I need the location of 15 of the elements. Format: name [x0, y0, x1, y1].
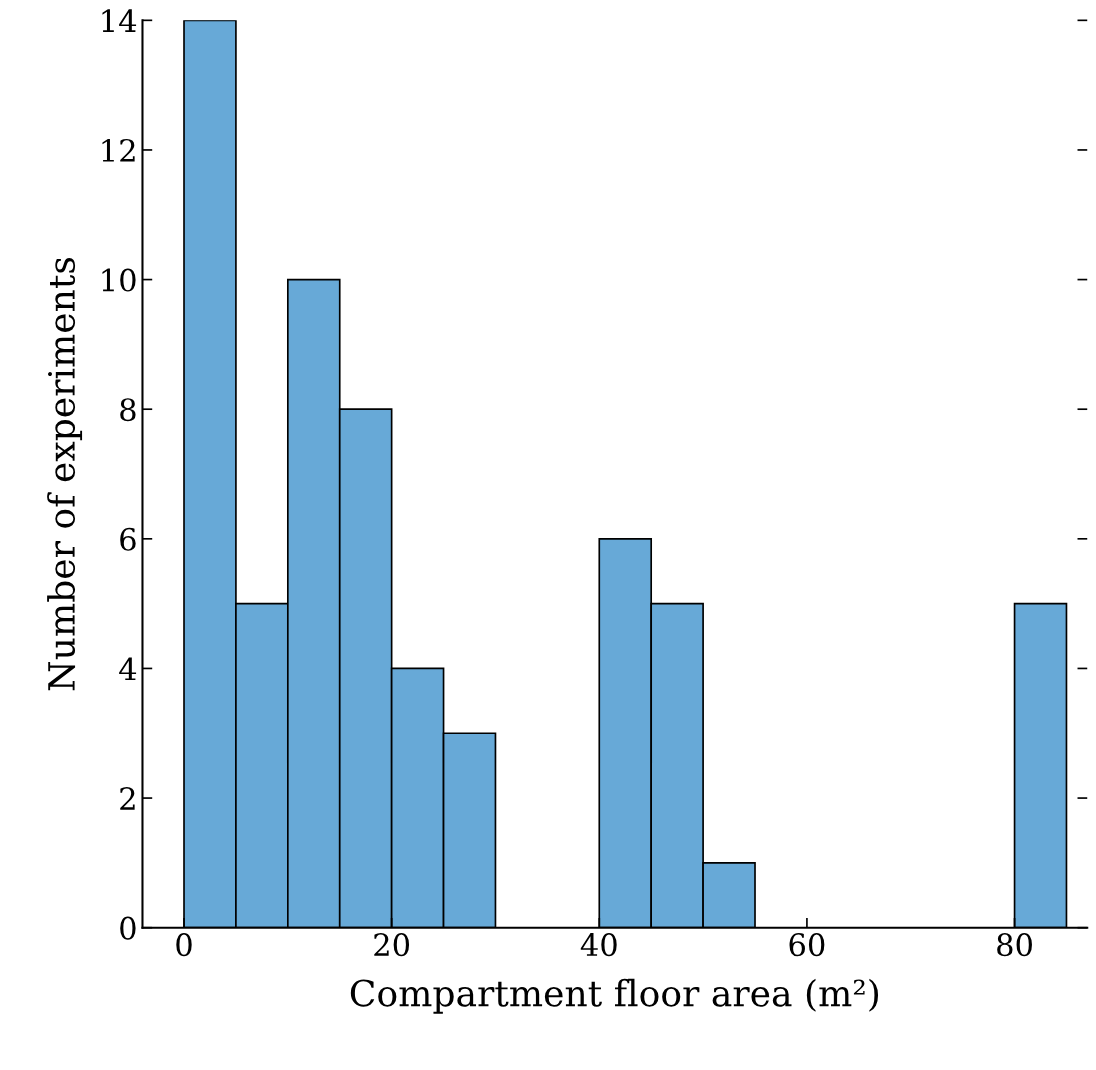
x-tick-label: 20 — [374, 933, 410, 957]
x-tick-label: 0 — [176, 933, 192, 957]
y-tick-label: 2 — [120, 787, 135, 810]
x-tick-label: 60 — [789, 933, 825, 957]
x-axis-title: Compartment floor area (m²) — [350, 978, 879, 1014]
y-tick-label: 12 — [102, 138, 135, 162]
x-tick-label: 40 — [580, 933, 617, 957]
x-tick-label: 80 — [997, 933, 1032, 957]
y-tick-label: 8 — [120, 398, 136, 422]
y-tick-label: 4 — [119, 657, 137, 681]
y-tick-label: 0 — [120, 916, 136, 940]
y-tick-label: 10 — [102, 268, 136, 292]
y-tick-label: 14 — [102, 9, 137, 32]
y-tick-label: 6 — [120, 527, 136, 551]
y-axis-title: Number of experiments — [47, 257, 83, 691]
